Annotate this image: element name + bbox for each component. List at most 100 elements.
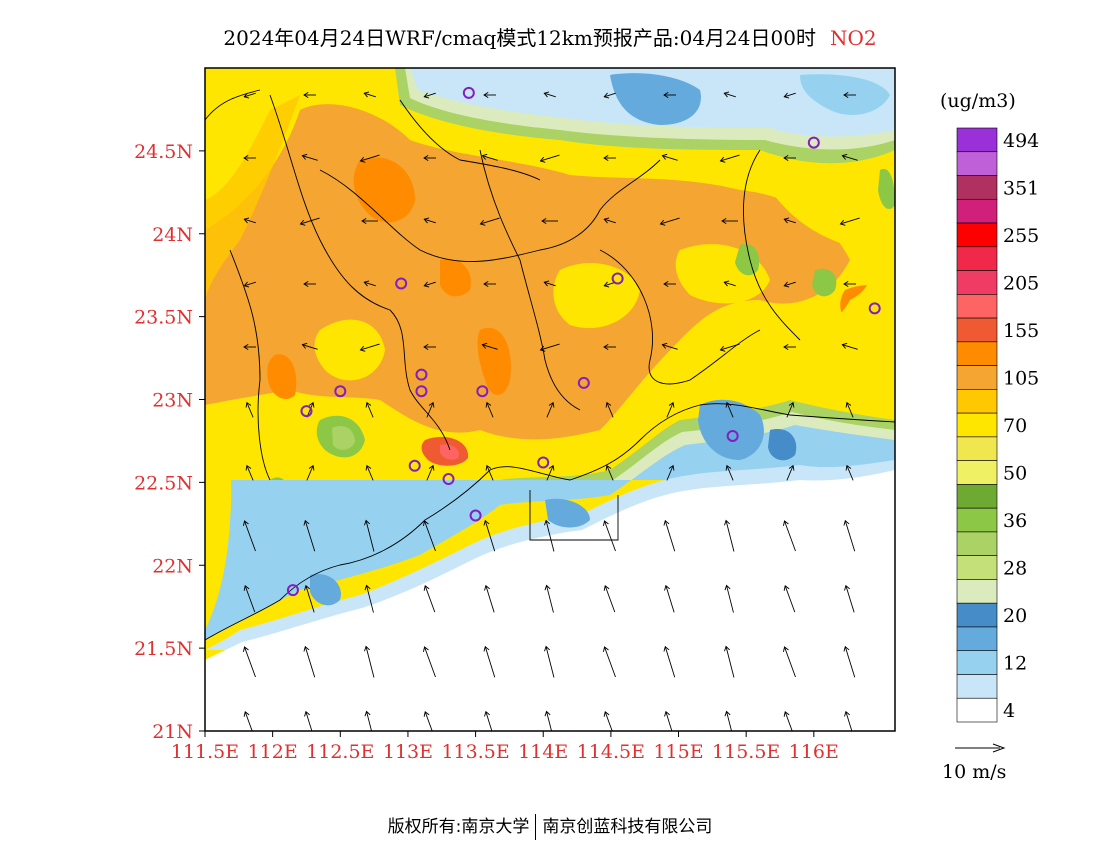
wind-arrow bbox=[783, 154, 796, 162]
colorbar-label: 351 bbox=[1003, 177, 1039, 199]
colorbar-label: 12 bbox=[1003, 653, 1027, 675]
wind-arrow bbox=[364, 710, 372, 731]
lon-tick-label: 111.5E bbox=[171, 741, 239, 763]
wind-arrow bbox=[304, 710, 313, 731]
colorbar-swatch bbox=[956, 507, 998, 533]
station-marker bbox=[442, 473, 455, 486]
wind-arrow bbox=[603, 711, 613, 731]
wind-arrow bbox=[306, 401, 315, 418]
wind-arrow bbox=[303, 91, 316, 99]
lat-tick-label: 24N bbox=[152, 224, 193, 246]
colorbar-swatch bbox=[956, 127, 998, 153]
colorbar-swatch bbox=[956, 650, 998, 675]
lon-tick-label: 113.5E bbox=[441, 741, 509, 763]
station-marker bbox=[415, 368, 428, 381]
colorbar-swatch bbox=[956, 151, 998, 176]
wind-arrow bbox=[783, 646, 796, 678]
wind-arrow bbox=[543, 91, 556, 98]
boundary-lines bbox=[205, 89, 895, 641]
wind-arrow bbox=[725, 401, 734, 418]
wind-arrow bbox=[783, 217, 796, 224]
wind-arrow bbox=[605, 464, 614, 481]
lat-tick-label: 21N bbox=[152, 721, 193, 743]
wind-arrow bbox=[423, 646, 436, 678]
wind-arrow bbox=[426, 464, 435, 481]
wind-arrow bbox=[481, 153, 498, 161]
wind-arrow bbox=[304, 584, 315, 613]
station-marker bbox=[415, 385, 428, 398]
wind-arrow bbox=[605, 401, 614, 418]
wind-arrow bbox=[603, 217, 616, 224]
wind-arrow bbox=[423, 217, 436, 224]
lon-tick-label: 115.5E bbox=[712, 741, 780, 763]
wind-arrow bbox=[666, 464, 675, 481]
station-marker bbox=[476, 385, 489, 398]
wind-arrow bbox=[546, 464, 555, 481]
wind-arrow bbox=[843, 645, 856, 678]
colorbar-swatch bbox=[956, 246, 998, 271]
wind-arrow bbox=[721, 217, 738, 225]
wind-arrow bbox=[243, 520, 256, 552]
latitude-axis: 24.5N 24N 23.5N 23N 22.5N 22N 21.5N 21N bbox=[134, 141, 205, 743]
wind-arrow bbox=[603, 585, 616, 613]
colorbar-label: 105 bbox=[1003, 367, 1039, 389]
station-marker bbox=[469, 509, 482, 522]
wind-scale-arrow bbox=[992, 743, 1006, 753]
wind-arrow bbox=[603, 92, 616, 99]
station-marker bbox=[868, 302, 881, 315]
wind-arrow bbox=[603, 343, 616, 351]
wind-arrow bbox=[481, 342, 498, 350]
wind-arrow bbox=[423, 154, 436, 162]
wind-arrow bbox=[786, 401, 795, 418]
colorbar-swatch bbox=[956, 697, 998, 723]
station-marker bbox=[462, 86, 475, 99]
wind-arrow bbox=[303, 645, 316, 678]
wind-arrow bbox=[724, 519, 735, 552]
wind-arrow bbox=[663, 519, 676, 552]
colorbar-swatch bbox=[956, 531, 998, 556]
wind-arrow bbox=[603, 646, 616, 678]
wind-arrow bbox=[485, 401, 494, 418]
wind-arrow bbox=[359, 154, 380, 163]
wind-vectors bbox=[243, 91, 860, 731]
wind-arrow bbox=[541, 217, 558, 225]
wind-arrow bbox=[483, 280, 496, 288]
station-markers bbox=[286, 86, 881, 597]
lon-tick-label: 114E bbox=[518, 741, 568, 763]
wind-arrow bbox=[663, 91, 676, 99]
wind-arrow bbox=[666, 401, 675, 418]
colorbar-swatch bbox=[956, 555, 998, 580]
colorbar-label: 36 bbox=[1003, 510, 1027, 532]
station-marker bbox=[408, 459, 421, 472]
wind-arrow bbox=[243, 154, 256, 162]
colorbar-swatch bbox=[956, 460, 998, 485]
wind-arrow bbox=[544, 645, 555, 678]
wind-arrow bbox=[544, 710, 552, 731]
wind-arrow bbox=[243, 646, 256, 678]
wind-arrow bbox=[299, 217, 320, 226]
colorbar-label: 4 bbox=[1003, 700, 1015, 722]
wind-arrow bbox=[483, 645, 496, 678]
wind-arrow bbox=[243, 217, 256, 224]
wind-arrow bbox=[363, 280, 376, 287]
colorbar-swatch bbox=[956, 412, 998, 438]
wind-arrow bbox=[663, 280, 676, 288]
colorbar-label: 255 bbox=[1003, 225, 1039, 247]
wind-arrow bbox=[483, 519, 496, 552]
colorbar-label: 155 bbox=[1003, 320, 1039, 342]
station-marker bbox=[300, 405, 313, 418]
colorbar-label: 20 bbox=[1003, 605, 1027, 627]
colorbar-swatch bbox=[956, 579, 998, 604]
wind-arrow bbox=[843, 91, 856, 99]
wind-arrow bbox=[303, 280, 316, 288]
wind-arrow bbox=[544, 519, 555, 552]
colorbar-swatch bbox=[956, 674, 998, 699]
wind-scale-label: 10 m/s bbox=[942, 761, 1006, 783]
wind-arrow bbox=[783, 92, 796, 99]
wind-arrow bbox=[245, 401, 254, 418]
wind-arrow bbox=[724, 584, 734, 613]
wind-arrow bbox=[783, 343, 796, 351]
colorbar-swatch bbox=[956, 317, 998, 343]
wind-arrow bbox=[423, 585, 436, 613]
wind-arrow bbox=[844, 710, 853, 731]
